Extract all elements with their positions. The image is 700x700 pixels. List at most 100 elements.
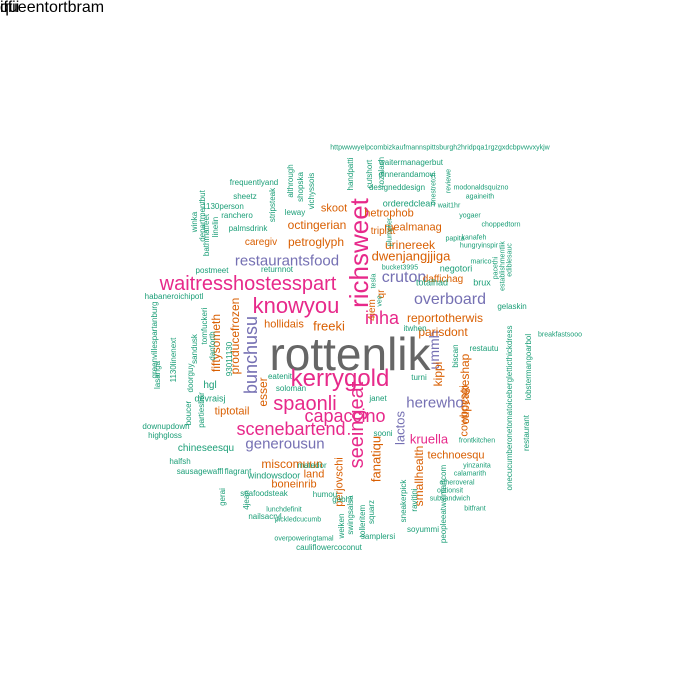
word: humou [312, 490, 338, 499]
word: boneinrib [271, 478, 317, 491]
word: inha [364, 308, 400, 328]
word: lunchdefinit [266, 506, 302, 514]
word: knowyou [252, 293, 340, 318]
word: scenebartend [236, 419, 346, 439]
word: palmsdrink [228, 224, 268, 233]
word: kruella [409, 431, 449, 447]
word: modonaldsquizno [453, 184, 509, 192]
word: parisdont [418, 325, 468, 339]
word: rozalach [377, 156, 386, 188]
word: freeki [313, 318, 345, 334]
word: stripsteak [268, 187, 277, 223]
word: kanafeh [461, 234, 487, 242]
word: sausagewaffl [176, 467, 224, 476]
word: janet [369, 394, 387, 403]
word: reportotherwis [406, 311, 484, 325]
word: postmeet [195, 266, 229, 275]
word: danforth [208, 331, 217, 361]
word: designeddesign [368, 183, 426, 192]
word: spaonli [273, 393, 337, 415]
word: restaurant [522, 414, 531, 452]
word: dwenjangjjiga [371, 248, 451, 264]
word: subsandwich [429, 495, 471, 503]
word: leway [284, 208, 306, 217]
word: herewho [406, 394, 464, 412]
word: seafoodsteak [240, 489, 288, 498]
word: gelaskin [497, 302, 527, 311]
word: frontkitchen [458, 437, 496, 445]
word: overboard [413, 291, 487, 308]
word: turni [411, 373, 427, 382]
word: orderedclean [382, 198, 436, 209]
word: handpatti [346, 157, 355, 191]
word: iffii [0, 0, 20, 16]
word: hungryinspir [459, 242, 499, 250]
word: tiptotail [214, 405, 250, 418]
word: land [303, 468, 325, 481]
word: hollidais [264, 318, 304, 331]
word: cruton [381, 269, 427, 286]
word: veo [376, 295, 384, 307]
word: restaurantsfood [234, 252, 340, 270]
word: cutshort [365, 159, 374, 189]
word: reviewe [445, 168, 453, 194]
word: technoesqu [427, 449, 485, 462]
word: devraisj [194, 393, 226, 404]
word: kerrygold [290, 365, 390, 392]
word: chineseesqu [177, 443, 235, 454]
word: hgl [203, 380, 217, 391]
word: departmentbut [198, 190, 207, 242]
word: brux [473, 277, 491, 288]
word: httpwwwyelpcombizkaufmannspittsburgh2hri… [330, 144, 550, 152]
word: ranchero [221, 211, 253, 220]
word: peopleeatwalmartcom [439, 464, 448, 544]
word: pickledcucumb [274, 516, 322, 524]
word: highgloss [148, 431, 182, 440]
word: lobstermangoarbol [524, 333, 533, 401]
word: plumplier [386, 217, 394, 247]
word: yinzanita [463, 462, 491, 470]
word: waitresshostesspart [159, 273, 337, 295]
word: waitermanagerbut [378, 158, 444, 167]
word: soyummi [406, 525, 440, 534]
word: mealmanag [384, 221, 442, 234]
word: generousun [245, 435, 325, 453]
word: althrough [286, 164, 295, 198]
word: boucer [184, 400, 193, 426]
word: hetrophob [364, 207, 414, 220]
word: octingerian [287, 218, 347, 232]
word: restautu [469, 344, 499, 353]
word: windowsdoor [247, 470, 301, 481]
word: weiken [337, 513, 346, 539]
word: rottenlik [269, 328, 431, 380]
word: papita [445, 235, 465, 243]
word: tolleritem [358, 504, 367, 538]
word: doorguy [186, 363, 195, 393]
word: againeith [465, 193, 495, 201]
word: gobhi [332, 495, 352, 504]
word: sheetz [233, 192, 257, 201]
word: skoot [320, 202, 348, 215]
word: onecucumberonetomatoicebergletticthickdr… [505, 325, 514, 491]
word: choppedtorn [481, 221, 521, 229]
word: cowboysgi [458, 385, 471, 437]
word: wait1hr [437, 202, 461, 210]
word: onestretch [430, 172, 438, 206]
word: itwhen [403, 324, 427, 333]
word: triplat [370, 226, 396, 237]
word: esser [256, 377, 270, 407]
word: miscomuun [261, 457, 323, 471]
word: 93011130 [225, 341, 234, 377]
word: bucket3995 [381, 264, 419, 272]
word: gerai [218, 488, 227, 506]
word: eatenit [267, 372, 293, 381]
word: 1130person [202, 202, 244, 211]
word: bitfrant [464, 505, 486, 513]
word: cauliflowercoconut [296, 543, 362, 552]
word: returnnot [260, 265, 294, 274]
word: matedor [297, 461, 327, 470]
word: soloman [275, 384, 307, 393]
word: negotori [439, 263, 473, 274]
word: frequentlyand [229, 178, 279, 187]
word: caregiv [244, 237, 278, 248]
